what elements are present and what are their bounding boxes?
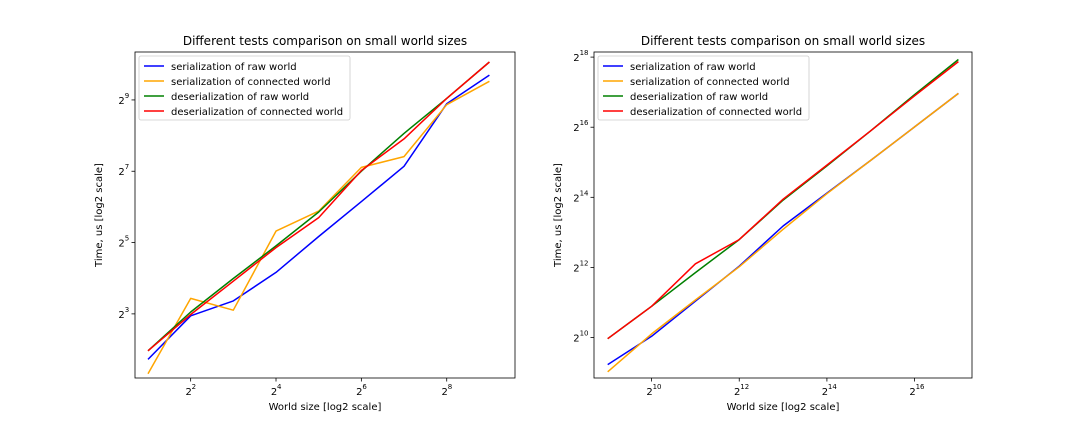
legend-label-2: serialization of connected world: [630, 77, 790, 88]
y-tick-exponent: 3: [125, 306, 129, 314]
legend-box: [138, 55, 351, 121]
y-tick-label: 2: [573, 53, 579, 64]
x-tick-label: 2: [822, 387, 828, 398]
y-tick-exponent: 9: [125, 92, 129, 100]
legend-label-1: serialization of raw world: [630, 62, 756, 73]
y-tick-label: 2: [573, 193, 579, 204]
y-tick-exponent: 7: [125, 163, 129, 171]
x-tick-label: 2: [734, 387, 740, 398]
x-tick-exponent: 16: [916, 383, 925, 391]
x-axis-label: World size [log2 scale]: [269, 402, 382, 413]
y-tick-label: 2: [118, 239, 124, 250]
x-tick-label: 2: [271, 387, 277, 398]
x-tick-exponent: 8: [448, 383, 452, 391]
x-tick-exponent: 2: [192, 383, 196, 391]
x-tick-exponent: 4: [277, 383, 282, 391]
legend: serialization of raw world serialization …: [597, 55, 810, 121]
y-axis-label: Time, us [log2 scale]: [94, 163, 105, 268]
chart-1: Different tests comparison on small worl…: [94, 34, 516, 413]
y-tick-exponent: 10: [580, 330, 589, 338]
series-line-4: [607, 61, 959, 340]
x-tick-label: 2: [442, 387, 448, 398]
y-tick-exponent: 18: [580, 49, 589, 57]
x-tick-label: 2: [356, 387, 362, 398]
legend-label-1: serialization of raw world: [171, 62, 297, 73]
series-line-4: [147, 61, 490, 352]
y-tick-label: 2: [118, 167, 124, 178]
y-tick-exponent: 16: [580, 119, 589, 127]
chart-title: Different tests comparison on small worl…: [641, 34, 925, 48]
y-tick-label: 2: [573, 123, 579, 134]
series-line-2: [607, 92, 959, 373]
x-axis-label: World size [log2 scale]: [727, 402, 840, 413]
y-tick-label: 2: [573, 263, 579, 274]
x-tick-exponent: 12: [740, 383, 749, 391]
x-tick-label: 2: [646, 387, 652, 398]
x-tick-label: 2: [909, 387, 915, 398]
legend-label-4: deserialization of connected world: [630, 107, 802, 118]
y-tick-label: 2: [573, 334, 579, 345]
series-line-1: [147, 74, 490, 360]
legend-label-3: deserialization of raw world: [171, 92, 309, 103]
series-line-3: [147, 61, 490, 352]
chart-title: Different tests comparison on small worl…: [183, 34, 467, 48]
legend: serialization of raw world serialization …: [138, 55, 351, 121]
legend-label-2: serialization of connected world: [171, 77, 331, 88]
y-tick-exponent: 5: [125, 235, 129, 243]
y-axis-label: Time, us [log2 scale]: [553, 163, 564, 268]
x-tick-exponent: 6: [362, 383, 367, 391]
legend-label-3: deserialization of raw world: [630, 92, 768, 103]
x-tick-exponent: 14: [828, 383, 837, 391]
x-tick-label: 2: [185, 387, 191, 398]
y-tick-exponent: 12: [580, 259, 589, 267]
x-tick-exponent: 10: [653, 383, 662, 391]
chart-2: Different tests comparison on small worl…: [553, 34, 973, 413]
y-tick-label: 2: [118, 310, 124, 321]
legend-label-4: deserialization of connected world: [171, 107, 343, 118]
legend-box: [597, 55, 810, 121]
y-tick-label: 2: [118, 96, 124, 107]
y-tick-exponent: 14: [580, 189, 589, 197]
